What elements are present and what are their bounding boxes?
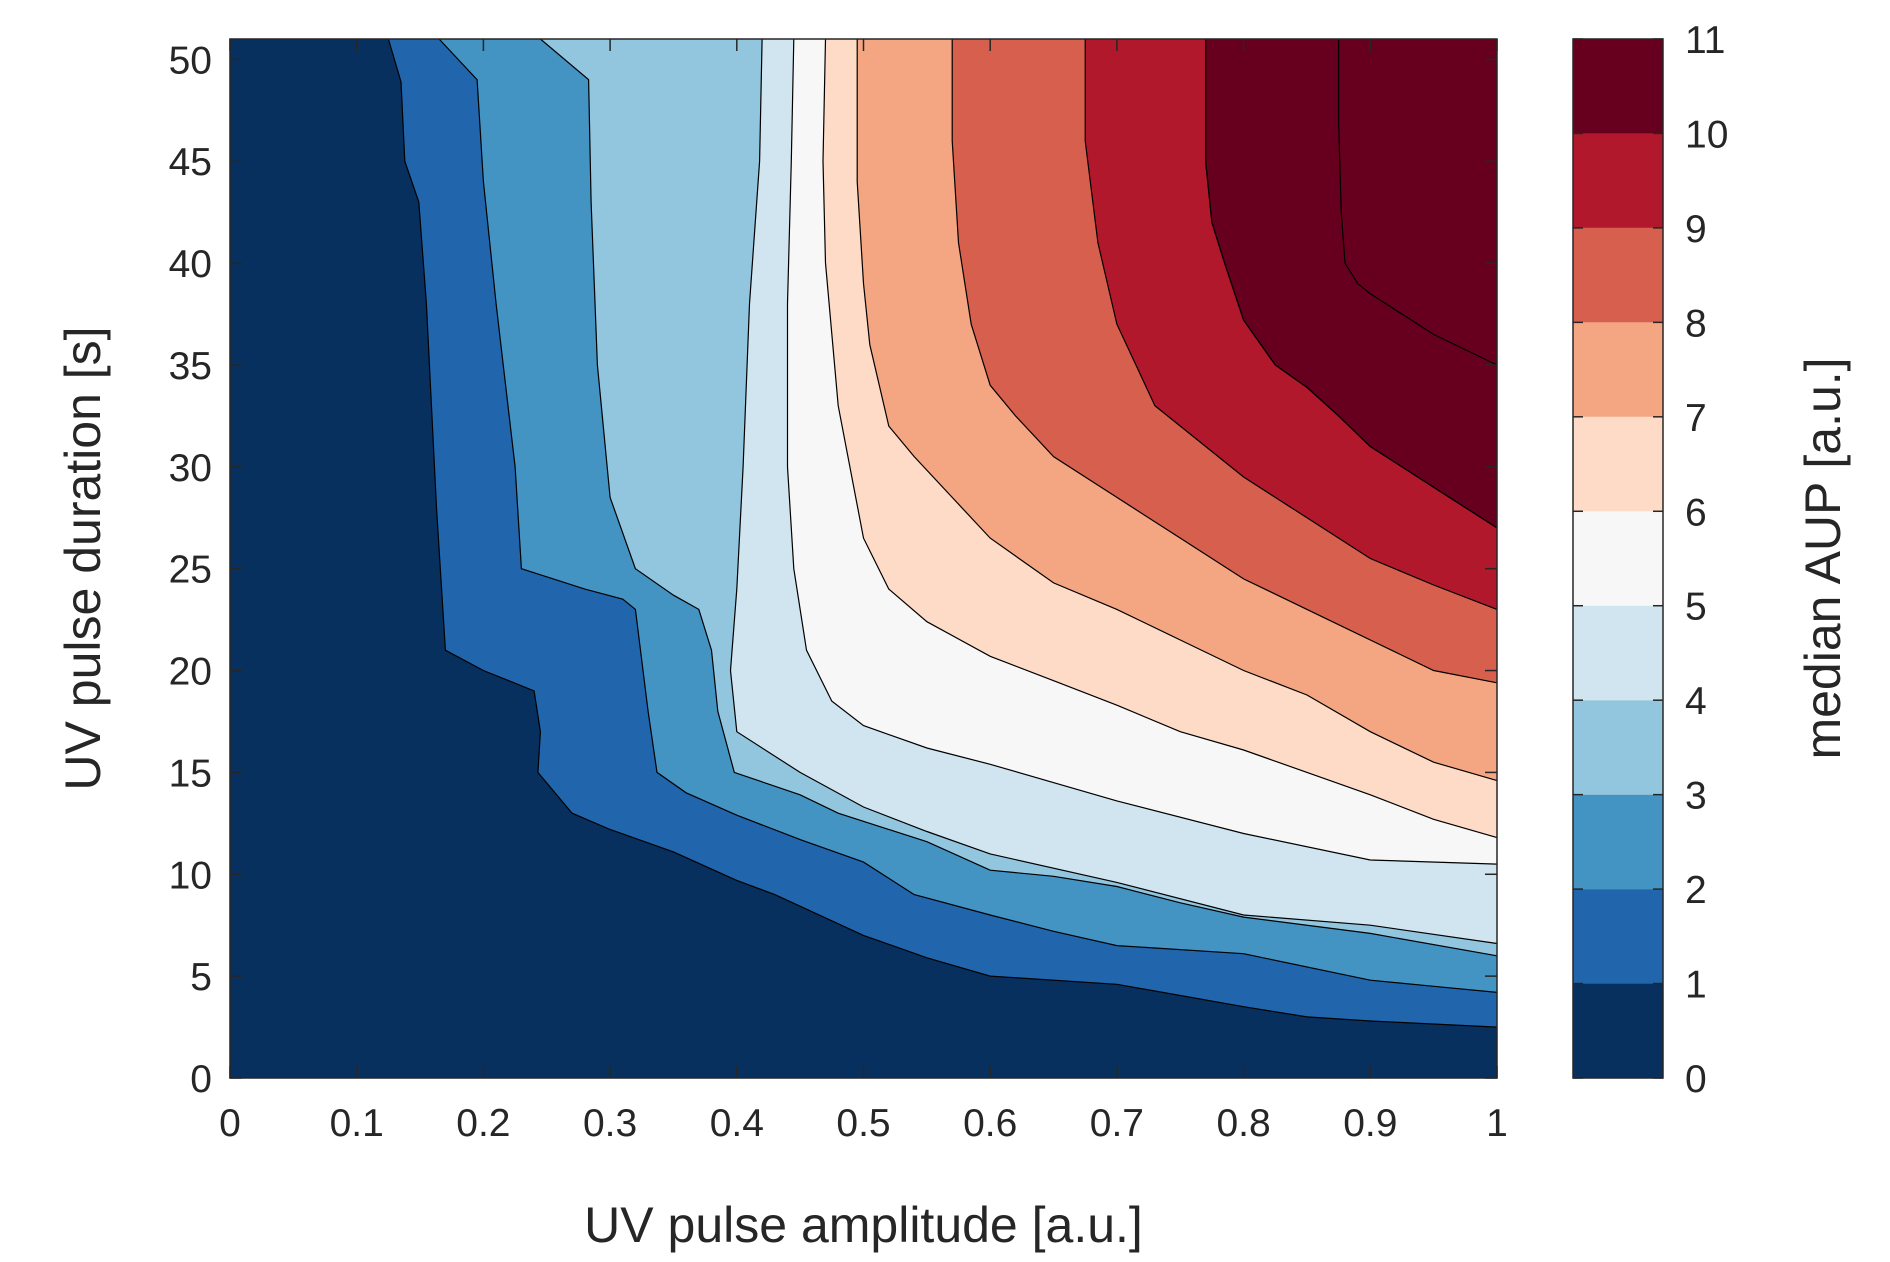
colorbar-frame (1572, 38, 1664, 1079)
y-axis: 0 5 10 15 20 25 30 35 40 45 50 (169, 39, 1497, 1101)
x-axis-title: UV pulse amplitude [a.u.] (584, 1197, 1143, 1253)
colorbar: 0 1 2 3 4 5 6 7 8 9 10 11 (1572, 19, 1728, 1101)
colorbar-swatch-7 (1573, 322, 1663, 417)
contour-line-7 (951, 39, 1498, 684)
colorbar-tick-label: 11 (1685, 19, 1726, 62)
colorbar-swatch-3 (1573, 700, 1663, 795)
contour-bands (230, 39, 1498, 1078)
colorbar-tick-label: 8 (1685, 302, 1707, 345)
x-tick-label: 0.4 (710, 1102, 764, 1145)
y-tick-label: 0 (190, 1058, 212, 1101)
x-tick-label: 0 (219, 1102, 241, 1145)
y-tick-label: 30 (169, 447, 212, 490)
colorbar-swatch-4 (1573, 605, 1663, 701)
x-tick-label: 0.5 (836, 1102, 890, 1145)
x-tick-label: 1 (1486, 1102, 1508, 1145)
y-tick-label: 5 (190, 956, 212, 999)
x-tick-label: 0.8 (1216, 1102, 1270, 1145)
colorbar-swatch-6 (1573, 416, 1663, 512)
contour-line-1 (438, 38, 1498, 993)
y-tick-label: 40 (169, 243, 212, 286)
x-tick-label: 0.7 (1090, 1102, 1144, 1145)
x-tick-label: 0.6 (963, 1102, 1017, 1145)
band-level-11 (1338, 39, 1497, 365)
contour-line-3 (729, 38, 1498, 945)
colorbar-tick-label: 6 (1685, 491, 1707, 534)
contour-line-2 (540, 38, 1498, 957)
y-tick-label: 20 (169, 651, 212, 694)
contour-line-8 (1084, 39, 1498, 610)
contour-line-0 (387, 38, 1498, 1028)
x-axis: 0 0.1 0.2 0.3 0.4 0.5 0.6 0.7 0.8 0.9 1 (219, 39, 1508, 1145)
y-tick-label: 50 (169, 39, 212, 82)
colorbar-tick-label: 7 (1685, 397, 1707, 440)
y-axis-title: UV pulse duration [s] (55, 326, 111, 790)
contour-line-4 (786, 38, 1498, 865)
colorbar-tick-label: 0 (1685, 1058, 1707, 1101)
colorbar-tick-label: 3 (1685, 775, 1707, 818)
contour-lines (387, 38, 1498, 1028)
colorbar-tick-label: 9 (1685, 208, 1707, 251)
y-tick-label: 25 (169, 549, 212, 592)
colorbar-title: median AUP [a.u.] (1795, 357, 1851, 759)
x-tick-label: 0.9 (1343, 1102, 1397, 1145)
contour-line-6 (856, 39, 1498, 782)
colorbar-swatch-5 (1573, 511, 1663, 606)
contour-line-10 (1337, 39, 1498, 366)
x-tick-label: 0.3 (583, 1102, 637, 1145)
colorbar-tick-label: 1 (1685, 964, 1707, 1007)
y-tick-label: 35 (169, 345, 212, 388)
colorbar-swatch-0 (1573, 983, 1663, 1078)
x-tick-label: 0.1 (330, 1102, 384, 1145)
colorbar-swatch-2 (1573, 794, 1663, 890)
y-tick-label: 10 (169, 854, 212, 897)
y-tick-label: 45 (169, 141, 212, 184)
colorbar-tick-label: 4 (1685, 680, 1707, 723)
contour-line-5 (822, 38, 1498, 839)
colorbar-swatch-9 (1573, 133, 1663, 228)
colorbar-tick-label: 5 (1685, 586, 1707, 629)
colorbar-tick-label: 10 (1685, 113, 1728, 156)
contour-line-11 (1204, 39, 1498, 529)
colorbar-tick-label: 2 (1685, 869, 1707, 912)
colorbar-swatch-8 (1573, 227, 1663, 323)
y-tick-label: 15 (169, 752, 212, 795)
colorbar-swatch-10 (1573, 39, 1663, 134)
x-tick-label: 0.2 (456, 1102, 510, 1145)
colorbar-swatch-1 (1573, 889, 1663, 984)
